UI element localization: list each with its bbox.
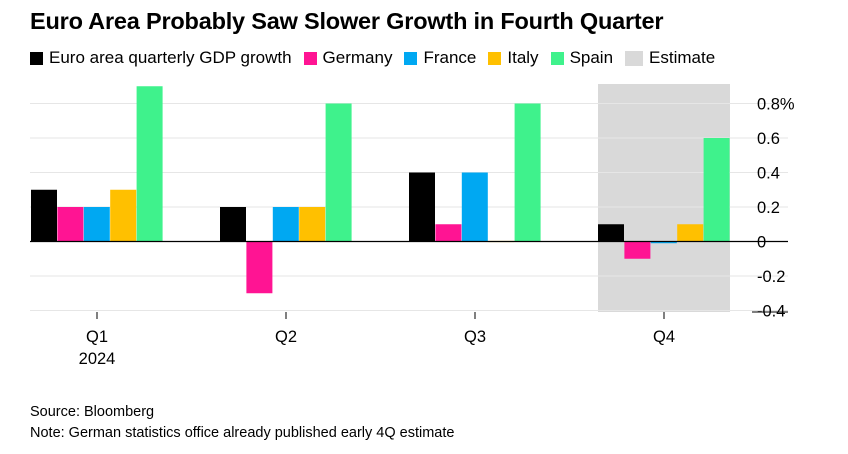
source-text: Source: Bloomberg — [30, 404, 155, 420]
bar-germany-q4 — [624, 241, 651, 259]
y-tick-label: -0.2 — [757, 268, 785, 286]
legend-swatch-euro-area — [30, 51, 43, 65]
legend-swatch-italy — [488, 51, 502, 65]
x-tick-label: Q4 — [653, 328, 675, 346]
bar-spain-q1 — [136, 86, 163, 242]
x-tick-label: Q3 — [464, 328, 486, 346]
bar-euro_area-q1 — [31, 189, 57, 242]
legend-item-spain: Spain — [550, 48, 614, 68]
chart-title: Euro Area Probably Saw Slower Growth in … — [30, 8, 664, 34]
bar-germany-q1 — [57, 207, 84, 242]
bar-italy-q2 — [299, 207, 326, 242]
legend-label-france: France — [423, 48, 477, 67]
bar-italy-q1 — [110, 189, 137, 242]
bar-euro_area-q4 — [598, 224, 624, 242]
bar-germany-q2 — [246, 241, 273, 294]
legend-swatch-germany — [303, 51, 317, 65]
y-tick-label: 0 — [757, 234, 766, 252]
x-tick-label: Q2 — [275, 328, 297, 346]
legend-item-estimate: Estimate — [625, 48, 715, 68]
legend-item-italy: Italy — [488, 48, 539, 68]
legend-label-euro-area: Euro area quarterly GDP growth — [49, 48, 292, 67]
legend: Euro area quarterly GDP growth Germany F… — [30, 47, 727, 69]
bar-italy-q4 — [677, 224, 704, 242]
y-tick-label: 0.8% — [757, 96, 795, 114]
bar-france-q1 — [83, 207, 110, 242]
note-text: Note: German statistics office already p… — [30, 425, 455, 441]
x-tick-sublabel: 2024 — [79, 350, 116, 368]
legend-swatch-spain — [550, 51, 564, 65]
legend-label-estimate: Estimate — [649, 48, 716, 67]
legend-swatch-france — [404, 51, 418, 65]
x-tick-label: Q1 — [86, 328, 108, 346]
bar-spain-q2 — [325, 103, 352, 242]
legend-label-germany: Germany — [322, 48, 393, 67]
bar-france-q4 — [650, 241, 677, 244]
bar-euro_area-q2 — [220, 207, 246, 242]
bar-germany-q3 — [435, 224, 462, 242]
legend-swatch-estimate — [625, 50, 644, 66]
legend-item-germany: Germany — [303, 48, 393, 68]
y-tick-label: 0.6 — [757, 130, 780, 148]
bar-france-q3 — [461, 172, 488, 242]
y-tick-label: 0.2 — [757, 199, 780, 217]
legend-label-italy: Italy — [507, 48, 539, 67]
bar-spain-q4 — [703, 138, 730, 242]
bar-france-q2 — [272, 207, 299, 242]
bar-spain-q3 — [514, 103, 541, 242]
legend-label-spain: Spain — [569, 48, 614, 67]
bar-euro_area-q3 — [409, 172, 435, 242]
legend-item-euro-area: Euro area quarterly GDP growth — [30, 48, 292, 68]
legend-item-france: France — [404, 48, 476, 68]
y-tick-label: 0.4 — [757, 165, 780, 183]
